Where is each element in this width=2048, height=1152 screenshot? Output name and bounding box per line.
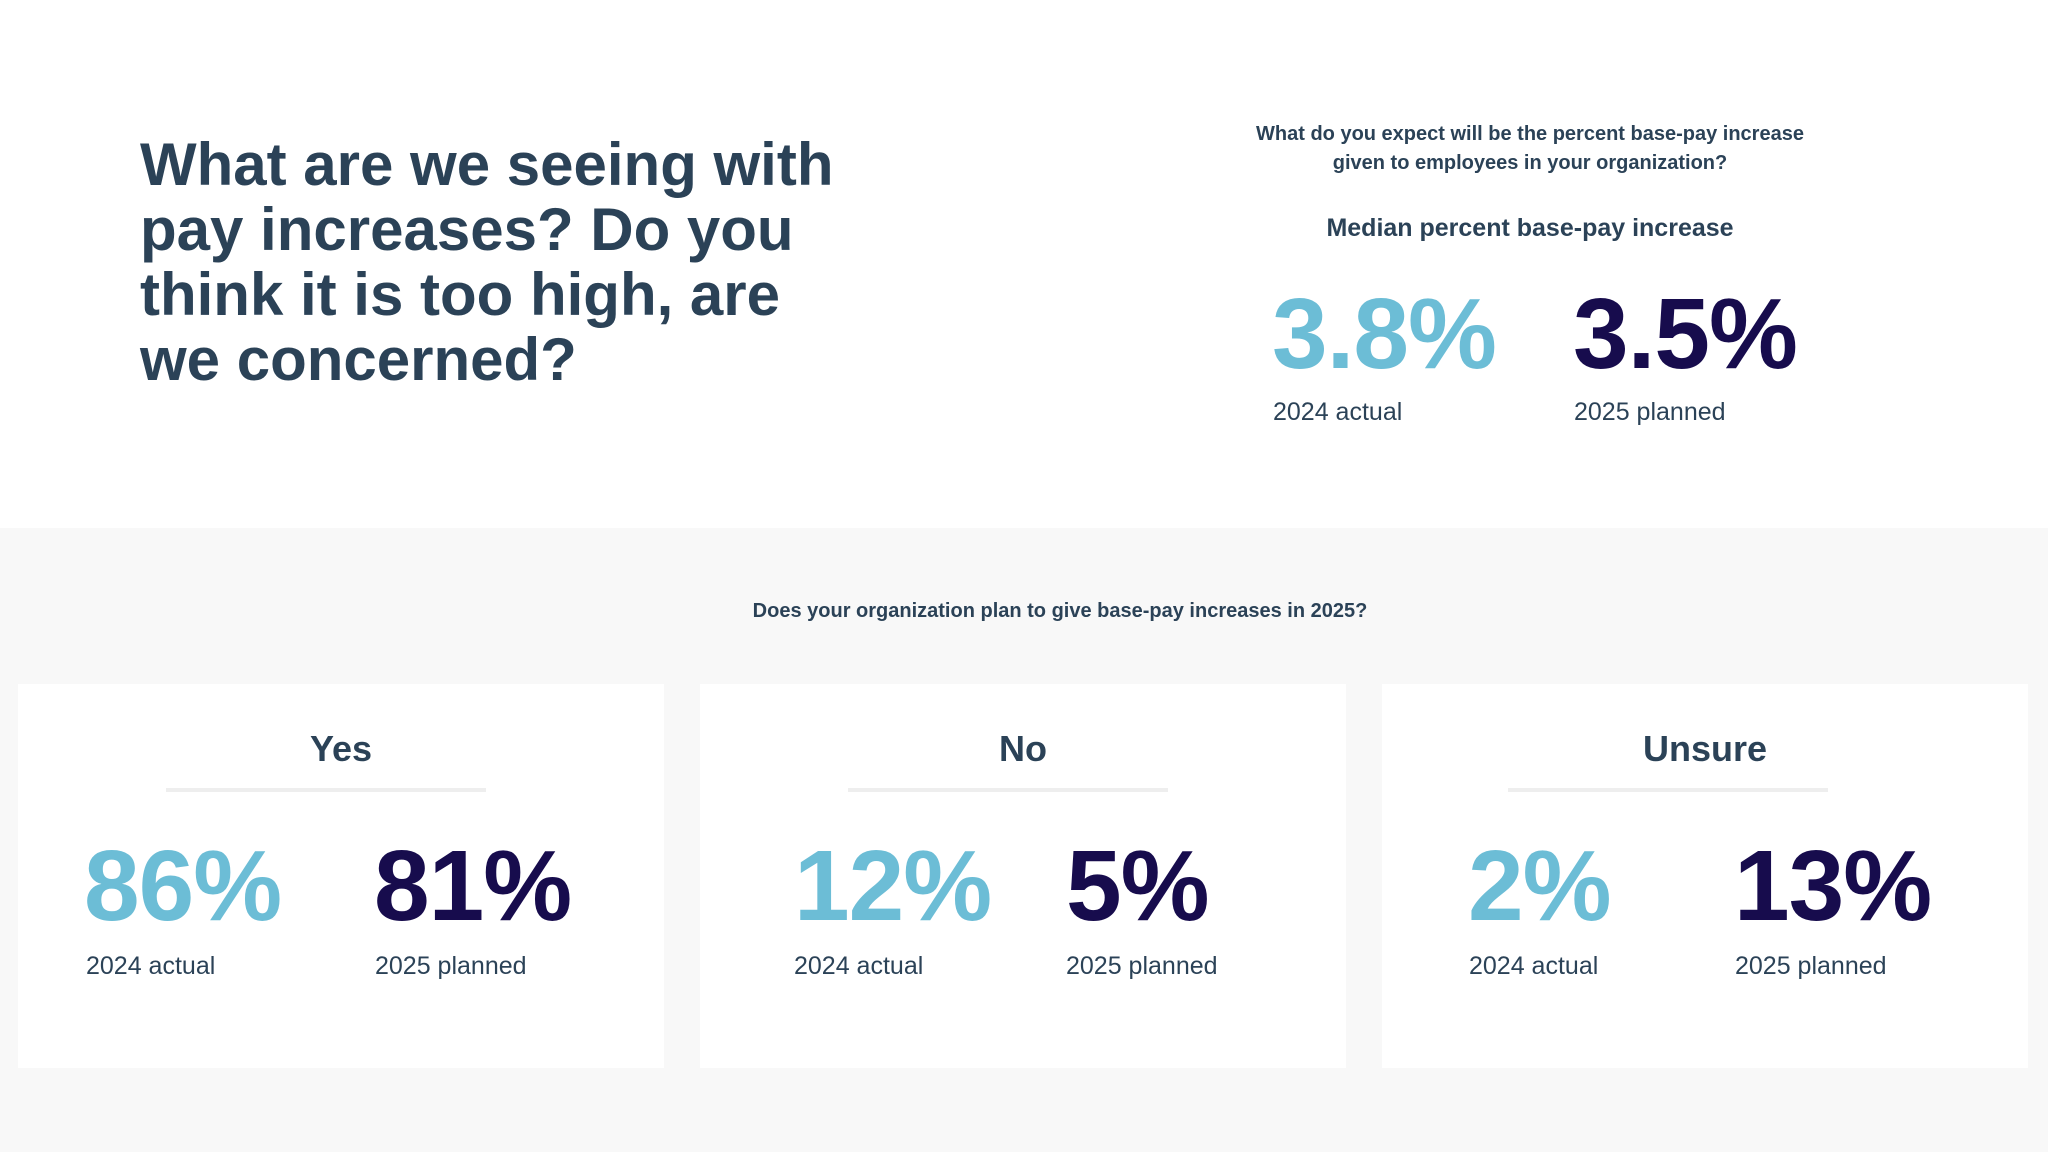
- top-section: What are we seeing with pay increases? D…: [0, 0, 2048, 528]
- card-divider: [166, 788, 486, 792]
- no-2025-value: 5%: [1066, 830, 1210, 942]
- card-yes: Yes 86% 2024 actual 81% 2025 planned: [18, 684, 664, 1068]
- card-unsure: Unsure 2% 2024 actual 13% 2025 planned: [1382, 684, 2028, 1068]
- yes-2025-caption: 2025 planned: [375, 952, 527, 980]
- no-2024-caption: 2024 actual: [794, 952, 924, 980]
- median-question: What do you expect will be the percent b…: [1256, 123, 1804, 174]
- yes-2024-caption: 2024 actual: [86, 952, 216, 980]
- median-2025-caption: 2025 planned: [1574, 398, 1726, 426]
- unsure-2025-value: 13%: [1734, 830, 1932, 942]
- card-title: Unsure: [1642, 728, 1768, 769]
- unsure-2024-caption: 2024 actual: [1469, 952, 1599, 980]
- plan-question: Does your organization plan to give base…: [752, 600, 1368, 622]
- page-headline: What are we seeing with pay increases? D…: [140, 131, 834, 393]
- median-2024-caption: 2024 actual: [1273, 398, 1403, 426]
- median-label: Median percent base-pay increase: [1326, 214, 1734, 242]
- no-2024-value: 12%: [794, 830, 992, 942]
- no-2025-caption: 2025 planned: [1066, 952, 1218, 980]
- median-2024-value: 3.8%: [1272, 278, 1497, 390]
- yes-2025-value: 81%: [374, 830, 572, 942]
- card-divider: [848, 788, 1168, 792]
- card-title: Yes: [309, 728, 373, 769]
- unsure-2024-value: 2%: [1468, 830, 1612, 942]
- yes-2024-value: 86%: [84, 830, 282, 942]
- median-2025-value: 3.5%: [1573, 278, 1798, 390]
- card-title: No: [999, 728, 1047, 769]
- card-no: No 12% 2024 actual 5% 2025 planned: [700, 684, 1346, 1068]
- card-divider: [1508, 788, 1828, 792]
- unsure-2025-caption: 2025 planned: [1735, 952, 1887, 980]
